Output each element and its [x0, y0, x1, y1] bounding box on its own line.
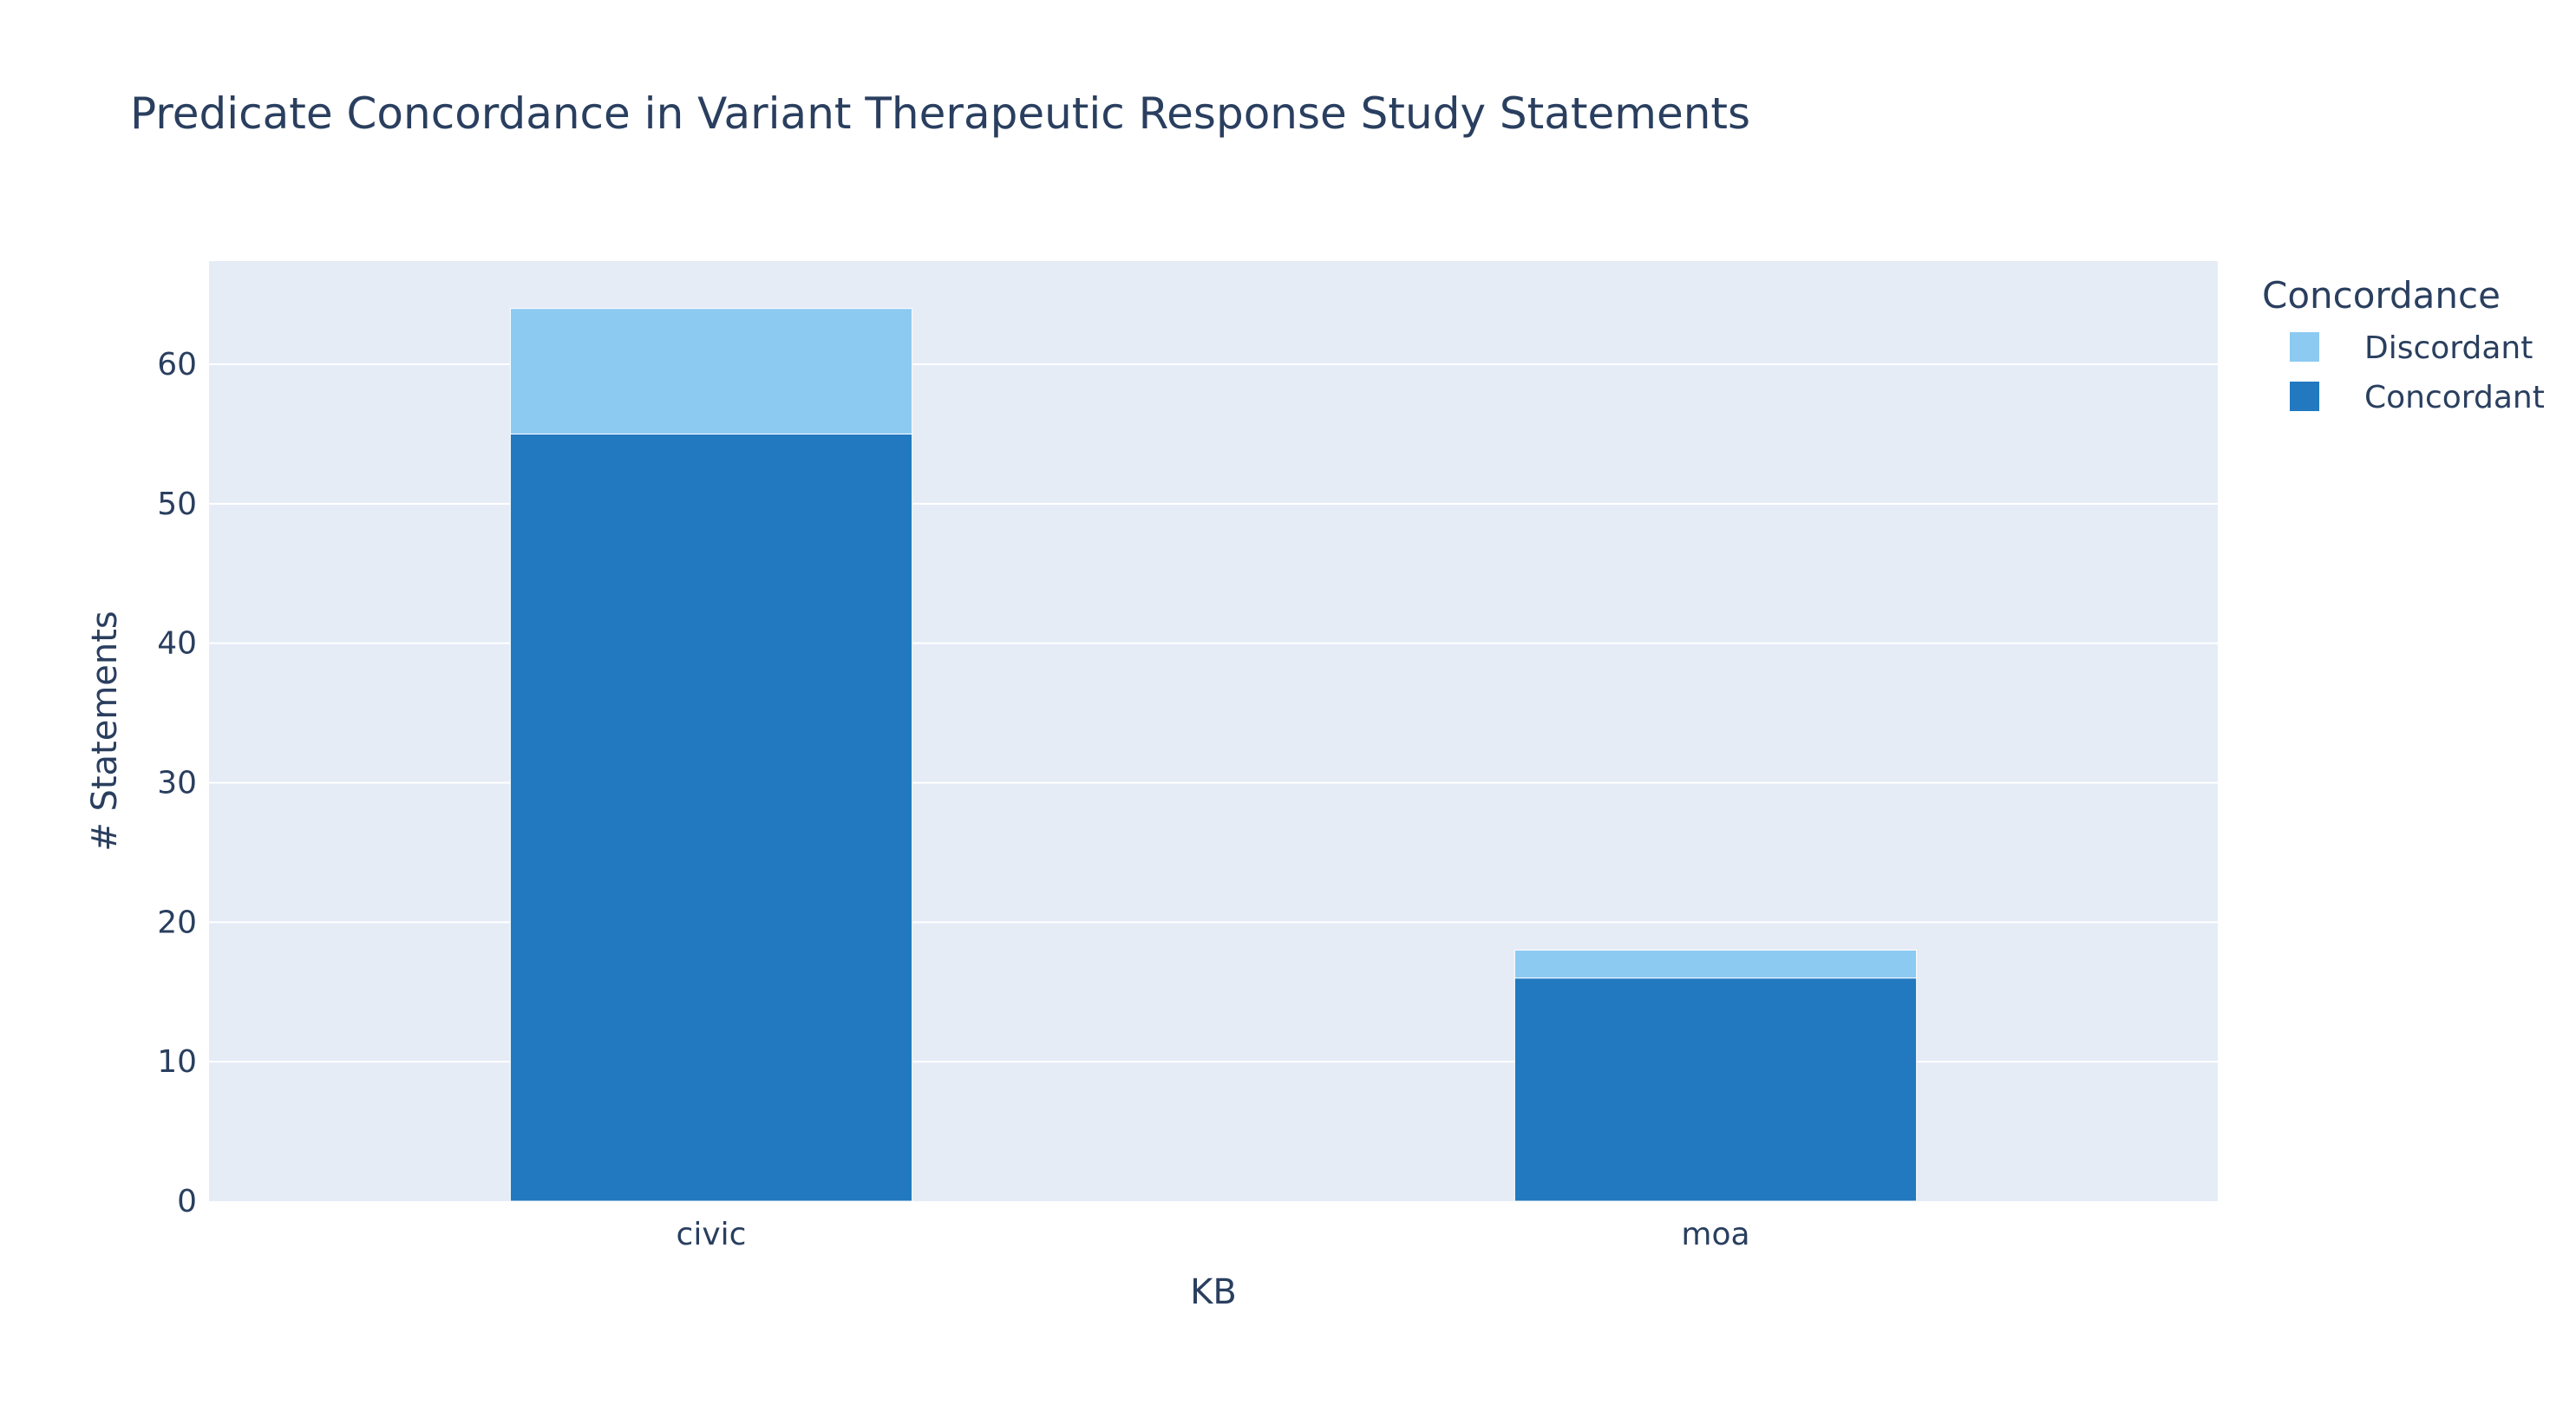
y-tick-label: 30: [157, 766, 197, 801]
bar-discordant-moa: [1514, 950, 1918, 979]
legend-label-discordant: Discordant: [2364, 330, 2533, 366]
legend-title: Concordance: [2262, 274, 2501, 317]
y-tick-label: 50: [157, 487, 197, 522]
bar-concordant-civic: [509, 433, 913, 1202]
bar-concordant-moa: [1514, 977, 1918, 1202]
legend-swatch-discordant: [2290, 332, 2319, 362]
bars: [509, 308, 1918, 1202]
x-axis-ticks: civic moa: [677, 1217, 1750, 1252]
y-tick-label: 10: [157, 1044, 197, 1080]
chart-title: Predicate Concordance in Variant Therape…: [130, 88, 1750, 139]
legend-swatch-concordant: [2290, 382, 2319, 411]
y-tick-label: 0: [177, 1184, 197, 1219]
y-tick-label: 40: [157, 626, 197, 662]
legend-items: Discordant Concordant: [2290, 330, 2545, 415]
x-tick-label: civic: [677, 1217, 747, 1252]
x-axis-title: KB: [1190, 1272, 1237, 1312]
y-tick-label: 20: [157, 905, 197, 940]
y-tick-label: 60: [157, 347, 197, 382]
x-tick-label: moa: [1681, 1217, 1749, 1252]
legend-label-concordant: Concordant: [2364, 380, 2545, 415]
legend: Concordance Discordant Concordant: [2262, 274, 2545, 415]
bar-discordant-civic: [509, 308, 913, 435]
y-axis-title: # Statements: [85, 611, 125, 852]
y-axis-ticks: 0 10 20 30 40 50 60: [157, 347, 197, 1219]
